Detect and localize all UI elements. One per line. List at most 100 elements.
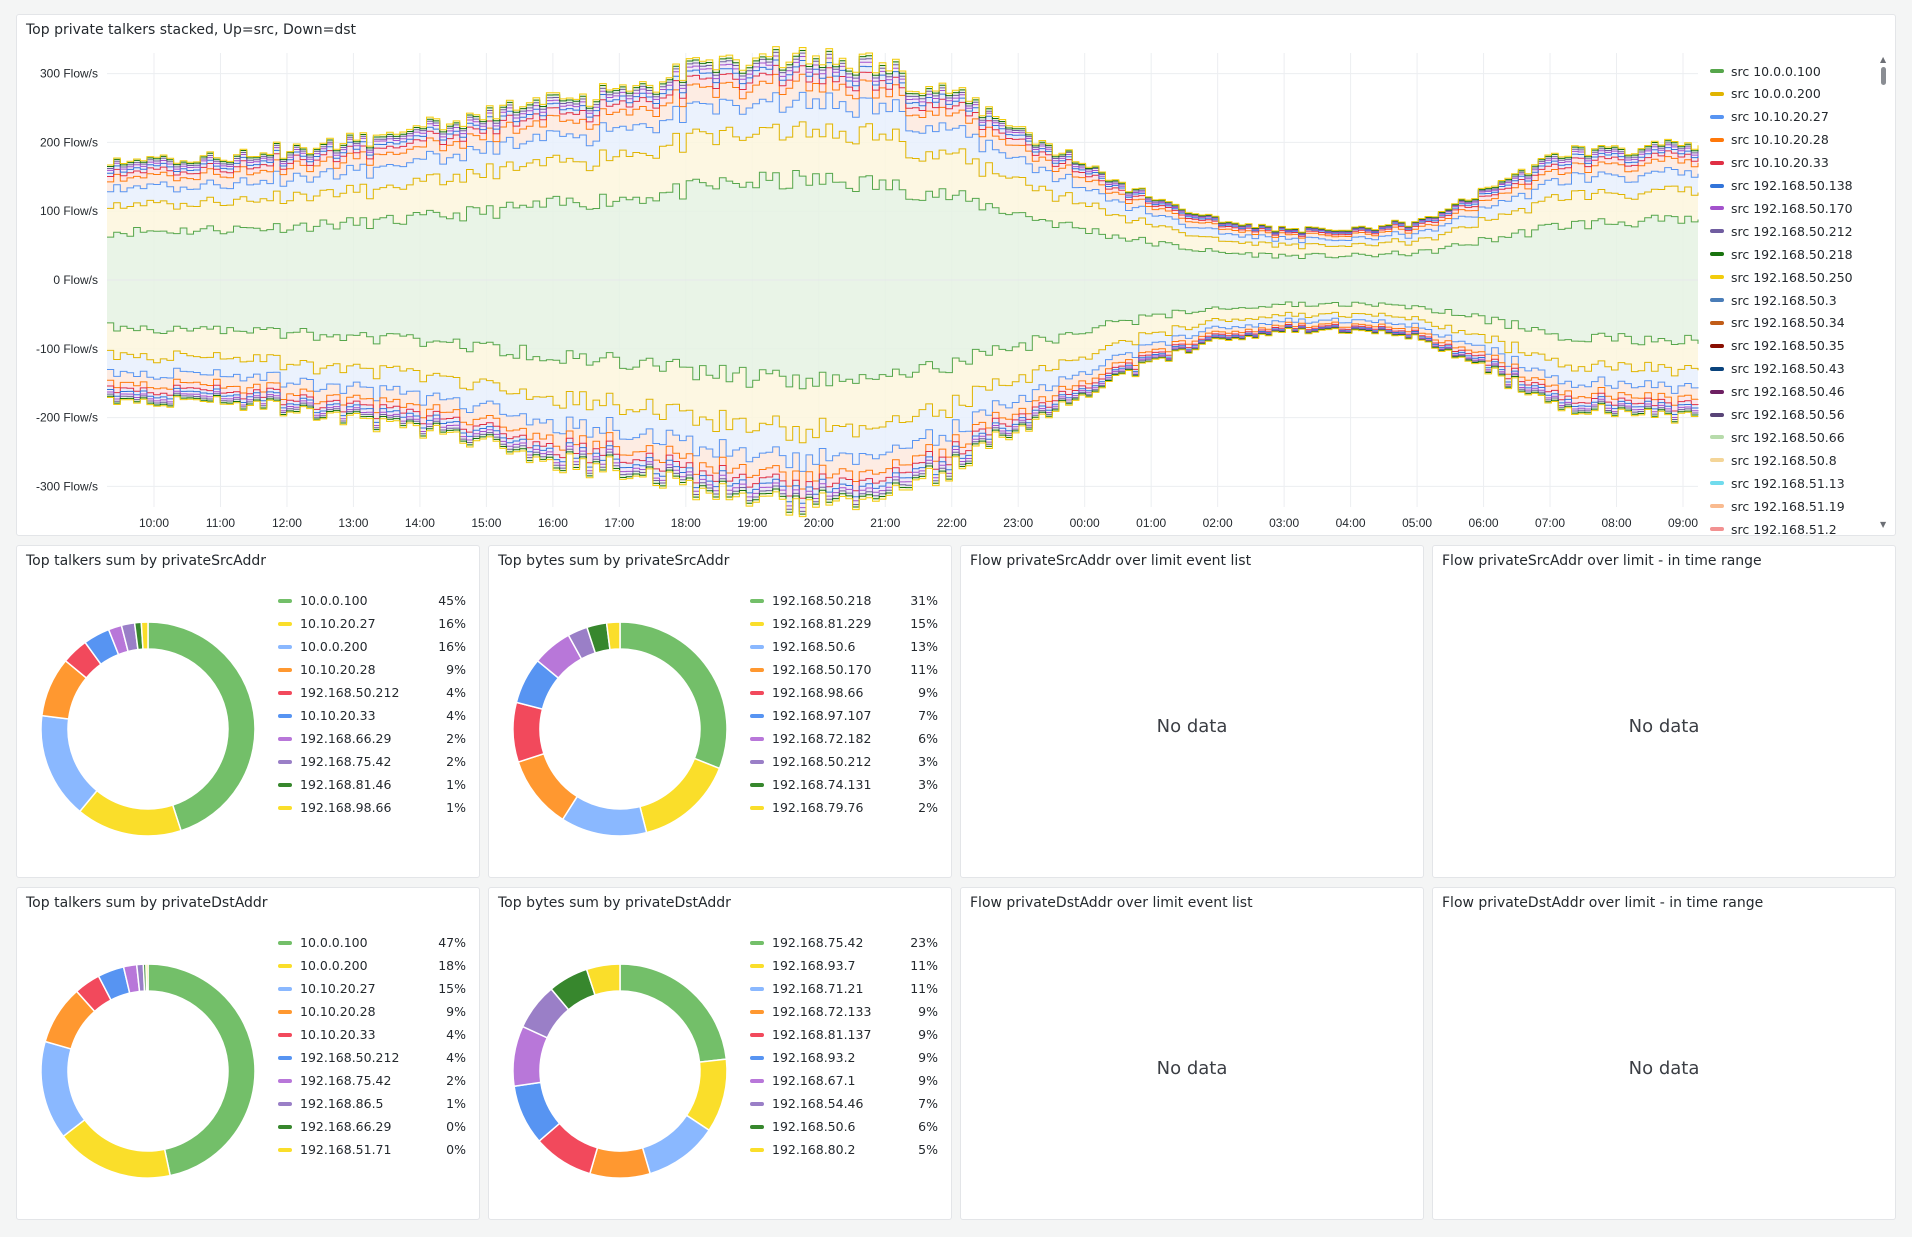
pie-legend-item[interactable]: 192.168.72.133 9% — [750, 1000, 938, 1023]
pie-legend-item[interactable]: 10.10.20.27 15% — [278, 977, 466, 1000]
pie-legend-item[interactable]: 192.168.50.6 13% — [750, 635, 938, 658]
legend-item[interactable]: src 10.10.20.27 — [1710, 107, 1829, 127]
pie-slice[interactable] — [78, 789, 183, 837]
pie-legend-item[interactable]: 192.168.93.7 11% — [750, 954, 938, 977]
pie-chart[interactable] — [489, 888, 749, 1220]
legend-item[interactable]: src 192.168.50.66 — [1710, 427, 1845, 447]
pie-chart[interactable] — [489, 546, 749, 878]
pie-legend-item[interactable]: 192.168.66.29 0% — [278, 1115, 466, 1138]
event-panel-title[interactable]: Flow privateSrcAddr over limit - in time… — [1442, 553, 1762, 569]
pie-legend-item[interactable]: 10.0.0.200 18% — [278, 954, 466, 977]
pie-slice[interactable] — [40, 1040, 86, 1138]
pie-legend-item[interactable]: 192.168.79.76 2% — [750, 796, 938, 819]
series-line[interactable] — [107, 311, 1699, 444]
legend-item[interactable]: src 192.168.51.2 — [1710, 519, 1837, 535]
pie-title[interactable]: Top talkers sum by privateSrcAddr — [26, 553, 267, 569]
pie-legend-item[interactable]: 192.168.81.46 1% — [278, 773, 466, 796]
pie-legend-item[interactable]: 192.168.75.42 2% — [278, 1069, 466, 1092]
pie-legend-item[interactable]: 192.168.97.107 7% — [750, 704, 938, 727]
pie-legend-item[interactable]: 10.0.0.200 16% — [278, 635, 466, 658]
series-line[interactable] — [107, 321, 1699, 490]
legend-item[interactable]: src 192.168.50.43 — [1710, 359, 1845, 379]
pie-legend-item[interactable]: 10.10.20.28 9% — [278, 658, 466, 681]
pie-legend-item[interactable]: 192.168.50.212 4% — [278, 681, 466, 704]
pie-legend-item[interactable]: 10.10.20.28 9% — [278, 1000, 466, 1023]
pie-slice[interactable] — [619, 963, 728, 1063]
legend-item[interactable]: src 10.0.0.100 — [1710, 61, 1821, 81]
pie-legend-item[interactable]: 192.168.72.182 6% — [750, 727, 938, 750]
series-line[interactable] — [107, 121, 1699, 250]
pie-slice[interactable] — [140, 621, 149, 650]
pie-legend-item[interactable]: 192.168.98.66 9% — [750, 681, 938, 704]
pie-chart[interactable] — [17, 546, 277, 878]
legend-item[interactable]: src 192.168.50.8 — [1710, 450, 1837, 470]
pie-legend-item[interactable]: 192.168.50.218 31% — [750, 589, 938, 612]
pie-slice[interactable] — [517, 752, 579, 821]
pie-legend-item[interactable]: 192.168.80.2 5% — [750, 1138, 938, 1161]
pie-slice[interactable] — [588, 1146, 652, 1179]
pie-legend-item[interactable]: 192.168.50.170 11% — [750, 658, 938, 681]
pie-legend-item[interactable]: 10.0.0.100 45% — [278, 589, 466, 612]
legend-scrollbar[interactable]: ▲ ▼ — [1878, 55, 1890, 529]
legend-item[interactable]: src 192.168.50.35 — [1710, 336, 1845, 356]
pie-slice[interactable] — [638, 757, 721, 834]
pie-slice[interactable] — [641, 1114, 711, 1175]
series-line[interactable] — [107, 326, 1699, 512]
pie-slice[interactable] — [62, 1118, 172, 1179]
series-line[interactable] — [107, 328, 1699, 518]
event-panel-title[interactable]: Flow privateDstAddr over limit event lis… — [970, 895, 1253, 911]
pie-legend-item[interactable]: 192.168.50.212 4% — [278, 1046, 466, 1069]
pie-legend-item[interactable]: 192.168.50.6 6% — [750, 1115, 938, 1138]
legend-item[interactable]: src 192.168.50.212 — [1710, 221, 1853, 241]
timeseries-chart[interactable]: 300 Flow/s 200 Flow/s 100 Flow/s 0 Flow/s -1… — [17, 15, 1707, 536]
legend-item[interactable]: src 192.168.50.56 — [1710, 405, 1845, 425]
legend-item[interactable]: src 192.168.50.138 — [1710, 176, 1853, 196]
scroll-down-icon[interactable]: ▼ — [1880, 520, 1887, 529]
scroll-up-icon[interactable]: ▲ — [1880, 55, 1887, 64]
pie-legend-item[interactable]: 192.168.66.29 2% — [278, 727, 466, 750]
scrollbar-thumb[interactable] — [1881, 67, 1886, 85]
pie-title[interactable]: Top bytes sum by privateDstAddr — [498, 895, 731, 911]
pie-legend-item[interactable]: 192.168.51.71 0% — [278, 1138, 466, 1161]
pie-slice[interactable] — [512, 701, 545, 764]
pie-legend-item[interactable]: 10.0.0.100 47% — [278, 931, 466, 954]
pie-chart[interactable] — [17, 888, 277, 1220]
pie-slice[interactable] — [147, 621, 256, 832]
pie-legend-item[interactable]: 192.168.81.137 9% — [750, 1023, 938, 1046]
legend-item[interactable]: src 10.0.0.200 — [1710, 84, 1821, 104]
legend-item[interactable]: src 192.168.51.19 — [1710, 496, 1845, 516]
pie-legend-item[interactable]: 192.168.93.2 9% — [750, 1046, 938, 1069]
pie-slice[interactable] — [561, 795, 648, 837]
pie-legend-item[interactable]: 192.168.67.1 9% — [750, 1069, 938, 1092]
pie-slice[interactable] — [619, 621, 728, 770]
legend-item[interactable]: src 10.10.20.28 — [1710, 130, 1829, 150]
series-line[interactable] — [107, 73, 1699, 239]
timeseries-title[interactable]: Top private talkers stacked, Up=src, Dow… — [26, 22, 357, 38]
legend-item[interactable]: src 192.168.50.218 — [1710, 244, 1853, 264]
series-line[interactable] — [107, 46, 1699, 233]
pie-slice[interactable] — [147, 963, 256, 1177]
pie-title[interactable]: Top bytes sum by privateSrcAddr — [498, 553, 730, 569]
pie-legend-item[interactable]: 192.168.75.42 2% — [278, 750, 466, 773]
legend-item[interactable]: src 10.10.20.33 — [1710, 153, 1829, 173]
series-line[interactable] — [107, 301, 1699, 390]
pie-legend-item[interactable]: 192.168.74.131 3% — [750, 773, 938, 796]
event-panel-title[interactable]: Flow privateSrcAddr over limit event lis… — [970, 553, 1252, 569]
pie-slice[interactable] — [145, 963, 149, 992]
legend-item[interactable]: src 192.168.50.250 — [1710, 267, 1853, 287]
pie-title[interactable]: Top talkers sum by privateDstAddr — [26, 895, 268, 911]
pie-legend-item[interactable]: 192.168.98.66 1% — [278, 796, 466, 819]
legend-item[interactable]: src 192.168.50.170 — [1710, 198, 1853, 218]
pie-legend-item[interactable]: 192.168.54.46 7% — [750, 1092, 938, 1115]
pie-legend-item[interactable]: 192.168.81.229 15% — [750, 612, 938, 635]
pie-slice[interactable] — [40, 714, 99, 813]
pie-slice[interactable] — [585, 963, 621, 996]
pie-legend-item[interactable]: 192.168.50.212 3% — [750, 750, 938, 773]
series-line[interactable] — [107, 317, 1699, 472]
pie-legend-item[interactable]: 192.168.71.21 11% — [750, 977, 938, 1000]
series-line[interactable] — [107, 170, 1699, 259]
pie-legend-item[interactable]: 192.168.75.42 23% — [750, 931, 938, 954]
legend-item[interactable]: src 192.168.50.46 — [1710, 382, 1845, 402]
legend-item[interactable]: src 192.168.50.3 — [1710, 290, 1837, 310]
legend-item[interactable]: src 192.168.50.34 — [1710, 313, 1845, 333]
